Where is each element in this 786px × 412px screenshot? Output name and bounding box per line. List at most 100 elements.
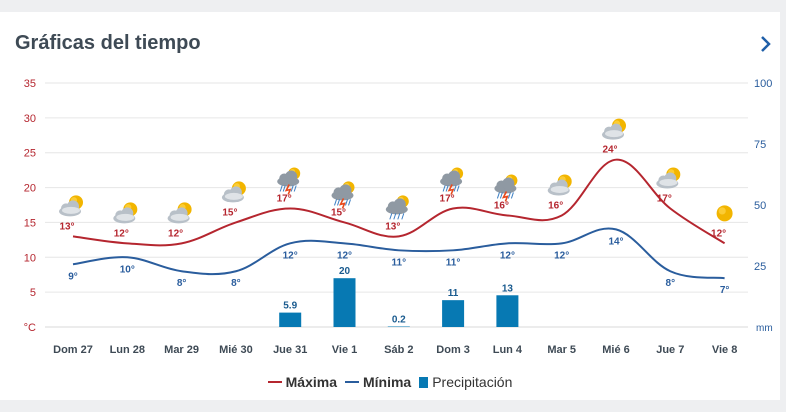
max-temp-label: 17° — [440, 193, 455, 204]
rain-drop — [499, 192, 503, 199]
cloud-front — [605, 130, 623, 138]
cloud-front — [170, 213, 189, 221]
right-tick-label: 100 — [754, 78, 772, 90]
x-tick-label: Vie 8 — [712, 344, 738, 356]
precip-bar — [442, 300, 465, 327]
rain-drop — [401, 213, 405, 220]
rain-drop — [393, 213, 397, 220]
max-temp-label: 24° — [602, 145, 617, 156]
temperature-chart: 5 10 15 20 25 30 35 °C 25 50 75 100 mm Dom 27 Lun 28 Ma… — [24, 78, 773, 356]
precip-value-label: 11 — [448, 288, 459, 299]
min-temp-label: 14° — [608, 236, 623, 247]
cloud-puff — [285, 170, 298, 183]
right-axis-unit: mm — [756, 323, 773, 334]
min-temp-label: 8° — [231, 278, 241, 289]
partly-cloudy-icon — [221, 181, 246, 203]
rain-drop — [507, 192, 511, 199]
partly-cloudy-icon — [656, 167, 681, 189]
left-tick-label: 20 — [24, 183, 36, 195]
rain-drop — [389, 213, 393, 220]
precip-value-label: 20 — [339, 266, 351, 277]
cloud-puff — [448, 170, 461, 183]
sun-icon — [716, 205, 733, 222]
legend-precip-label: Precipitación — [432, 374, 513, 390]
partly-cloudy-icon — [167, 202, 192, 224]
max-temp-line — [72, 158, 726, 247]
precip-bar — [333, 278, 356, 327]
x-tick-label: Dom 3 — [436, 344, 470, 356]
right-tick-label: 50 — [754, 200, 766, 212]
x-tick-label: Lun 28 — [110, 344, 145, 356]
left-tick-label: 30 — [24, 113, 36, 125]
rain-drop — [442, 185, 446, 192]
rain-drop — [445, 185, 449, 192]
x-tick-label: Jue 7 — [656, 344, 684, 356]
lightning-bolt — [447, 184, 455, 195]
max-temp-label: 16° — [494, 200, 509, 211]
lightning-bolt — [501, 191, 509, 202]
rain-drop — [334, 199, 337, 206]
cloud-front — [659, 178, 678, 186]
precip-bar — [279, 312, 302, 327]
cloud-puff — [502, 177, 515, 190]
min-temp-label: 12° — [283, 250, 298, 261]
rain-drop — [456, 185, 460, 192]
rain-drop — [496, 192, 500, 199]
x-tick-label: Mié 30 — [219, 344, 253, 356]
min-temp-label: 8° — [177, 278, 187, 289]
x-tick-label: Mar 29 — [164, 344, 199, 356]
x-tick-label: Mié 6 — [602, 344, 630, 356]
legend-min-label: Mínima — [362, 374, 412, 390]
card-title: Gráficas del tiempo — [15, 32, 201, 54]
min-temp-label: 10° — [120, 264, 135, 275]
x-tick-label: Mar 5 — [547, 344, 576, 356]
rain-drop — [348, 199, 351, 206]
x-tick-label: Dom 27 — [53, 344, 93, 356]
max-temp-label: 13° — [59, 221, 74, 232]
cloud-front — [116, 213, 135, 221]
rain-icon — [385, 195, 409, 220]
chevron-right-icon[interactable] — [756, 32, 776, 56]
min-temp-line — [72, 227, 725, 280]
thunderstorm-icon — [331, 181, 355, 209]
legend-item-min[interactable]: Mínima — [344, 374, 412, 390]
min-temp-label: 9° — [68, 271, 78, 282]
min-temp-label: 7° — [720, 285, 730, 296]
x-tick-label: Vie 1 — [332, 344, 358, 356]
min-temp-label: 12° — [554, 250, 569, 261]
rain-drop — [453, 185, 457, 192]
x-tick-label: Lun 4 — [493, 344, 523, 356]
left-tick-label: 25 — [24, 148, 36, 160]
left-tick-label: 10 — [24, 252, 36, 264]
rain-drop — [397, 213, 401, 220]
x-tick-label: Sáb 2 — [384, 344, 413, 356]
partly-cloudy-icon — [113, 202, 138, 224]
precip-value-label: 5.9 — [283, 301, 297, 312]
partly-cloudy-icon — [547, 174, 572, 196]
rain-drop — [290, 185, 294, 192]
cloud-front — [62, 206, 80, 214]
legend-item-precip[interactable]: Precipitación — [419, 374, 512, 390]
max-temp-label: 13° — [385, 221, 400, 232]
min-temp-label: 8° — [666, 278, 676, 289]
left-tick-label: 35 — [24, 78, 36, 90]
max-temp-label: 12° — [114, 228, 129, 239]
cloud-puff — [339, 184, 352, 197]
left-tick-label: 5 — [30, 287, 36, 299]
left-axis-unit: °C — [24, 322, 36, 334]
legend-max-label: Máxima — [285, 374, 337, 390]
chart-legend: Máxima Mínima Precipitación — [0, 374, 780, 390]
min-temp-label: 11° — [392, 257, 407, 268]
legend-max-swatch — [267, 381, 282, 383]
thunderstorm-icon — [494, 174, 518, 202]
left-tick-label: 15 — [24, 217, 36, 229]
cloud-puff — [393, 198, 406, 211]
rain-drop — [345, 199, 348, 206]
weather-charts-card: Gráficas del tiempo 5 10 15 20 25 30 35 °C 25 50 7… — [0, 12, 780, 400]
thunderstorm-icon — [440, 167, 464, 195]
rain-drop — [282, 185, 286, 192]
min-temp-label: 12° — [337, 250, 352, 261]
precip-bar — [496, 295, 519, 327]
thunderstorm-icon — [277, 167, 301, 195]
legend-item-max[interactable]: Máxima — [267, 374, 337, 390]
